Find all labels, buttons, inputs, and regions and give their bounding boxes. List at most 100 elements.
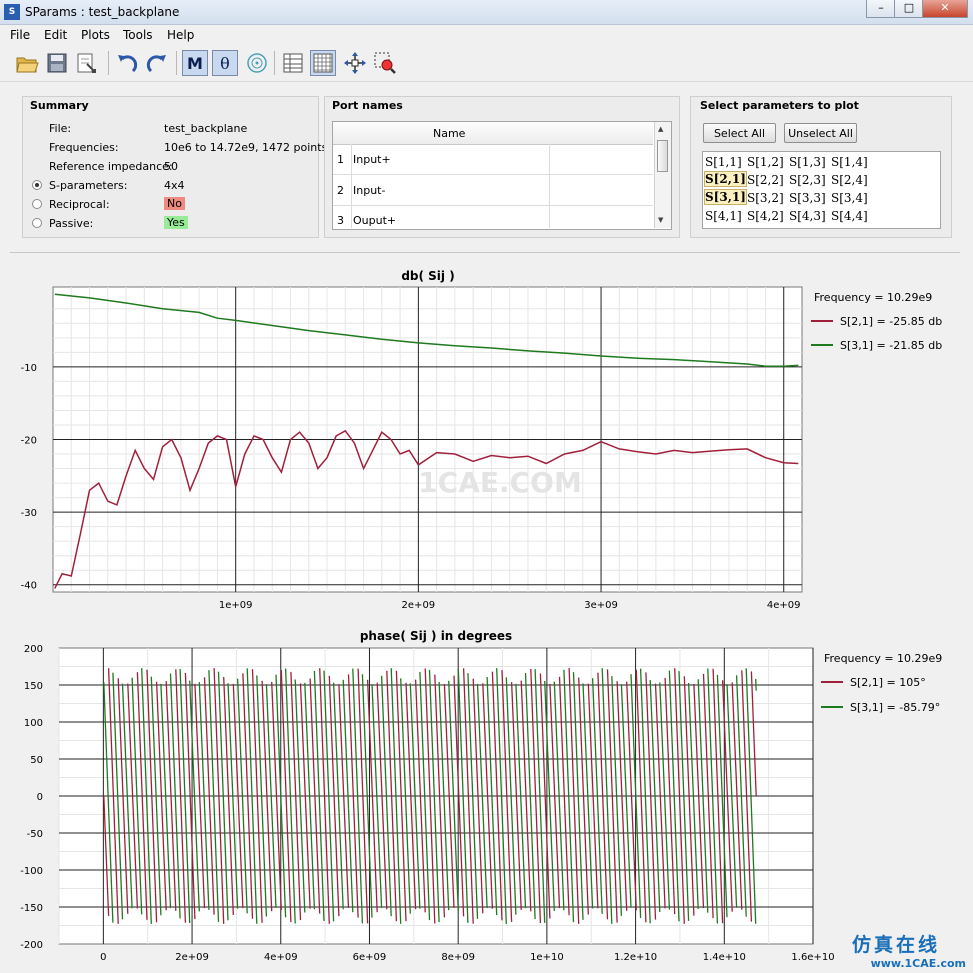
param-s34[interactable]: S[3,4] [831,191,868,205]
param-s11[interactable]: S[1,1] [705,155,742,169]
site-logo: 仿真在线 www.1CAE.com [852,930,970,970]
table-row[interactable]: 1 Input+ [333,144,653,175]
x-tick-label: 4e+09 [767,600,801,611]
minimize-button[interactable]: – [866,0,896,18]
param-s12[interactable]: S[1,2] [747,155,784,169]
watermark: 1CAE.COM [418,466,582,499]
reference-impedance-label: Reference impedance: [49,160,173,173]
y-tick-label: 200 [24,644,43,655]
open-icon[interactable] [14,50,40,76]
title-bar: S SParams : test_backplane – □ ✕ [0,0,973,25]
grid-icon[interactable] [310,50,336,76]
y-tick-label: 0 [37,792,43,803]
param-s44[interactable]: S[4,4] [831,209,868,223]
scroll-up-icon[interactable]: ▲ [658,125,664,133]
s21-legend-label: S[2,1] = -25.85 db [840,315,942,328]
name-column-header[interactable]: Name [433,127,466,140]
y-tick-label: -30 [21,508,37,519]
reference-impedance-value: 50 [164,160,178,173]
pan-icon[interactable] [342,50,368,76]
redo-icon[interactable] [144,50,170,76]
y-tick-label: -10 [21,363,37,374]
y-tick-label: -40 [21,581,37,592]
param-s33[interactable]: S[3,3] [789,191,826,205]
passive-label: Passive: [49,217,94,230]
save-icon[interactable] [44,50,70,76]
app-icon: S [4,4,20,20]
scroll-thumb[interactable] [657,140,668,172]
summary-group [22,96,319,238]
logo-text: 仿真在线 [852,934,941,956]
y-tick-label: -100 [20,866,43,877]
param-s21[interactable]: S[2,1] [704,171,747,187]
param-s42[interactable]: S[4,2] [747,209,784,223]
zoom-icon[interactable] [372,50,398,76]
x-tick-label: 1.2e+10 [614,952,657,963]
y-tick-label: -150 [20,903,43,914]
param-s13[interactable]: S[1,3] [789,155,826,169]
menu-tools[interactable]: Tools [123,28,153,42]
param-s31[interactable]: S[3,1] [704,189,747,205]
x-tick-label: 0 [100,952,106,963]
y-tick-label: -200 [20,940,43,951]
scroll-down-icon[interactable]: ▼ [658,216,664,224]
y-tick-label: 50 [30,755,43,766]
window-title: SParams : test_backplane [25,5,180,19]
close-button[interactable]: ✕ [922,0,968,18]
table-row[interactable]: 2 Input- [333,175,653,206]
table-header: Name [333,122,653,145]
param-s24[interactable]: S[2,4] [831,173,868,187]
export-icon[interactable] [74,50,100,76]
undo-icon[interactable] [114,50,140,76]
select-all-button[interactable]: Select All [703,123,776,143]
row-number: 1 [337,153,344,166]
passive-status-badge: Yes [164,216,188,229]
x-tick-label: 2e+09 [402,600,436,611]
s31-magnitude-line [54,293,799,367]
x-tick-label: 1.4e+10 [703,952,746,963]
port-name[interactable]: Ouput+ [353,214,397,227]
s21-phase-legend-label: S[2,1] = 105° [850,676,926,689]
s31-phase-line [103,668,757,924]
table-icon[interactable] [280,50,306,76]
menu-edit[interactable]: Edit [44,28,68,42]
param-s43[interactable]: S[4,3] [789,209,826,223]
menu-file[interactable]: File [10,28,31,42]
port-names-table: Name 1 Input+ 2 Input- 3 Ouput+ ▲ ▼ [332,121,672,230]
port-name[interactable]: Input- [353,184,386,197]
frequencies-label: Frequencies: [49,141,119,154]
maximize-button[interactable]: □ [894,0,924,18]
s31-phase-legend-label: S[3,1] = -85.79° [850,701,940,714]
param-s14[interactable]: S[1,4] [831,155,868,169]
x-tick-label: 2e+09 [175,952,209,963]
table-scrollbar[interactable]: ▲ ▼ [654,122,671,228]
menu-plots[interactable]: Plots [81,28,110,42]
menu-help[interactable]: Help [167,28,195,42]
param-s41[interactable]: S[4,1] [705,209,742,223]
panel-divider [10,252,960,253]
x-tick-label: 6e+09 [353,952,387,963]
magnitude-chart[interactable]: db( Sij ) 1e+09 2e+09 3e+09 4e+09 -10 -20 -30 -… [0,262,973,617]
smith-chart-icon[interactable] [244,50,270,76]
menu-bar: File Edit Plots Tools Help [0,25,973,45]
magnitude-icon[interactable]: M [182,50,208,76]
x-tick-label: 3e+09 [584,600,618,611]
phase-icon[interactable]: θ [212,50,238,76]
param-s32[interactable]: S[3,2] [747,191,784,205]
param-s22[interactable]: S[2,2] [747,173,784,187]
port-name[interactable]: Input+ [353,153,391,166]
sparameters-radio[interactable] [32,180,42,190]
file-label: File: [49,122,72,135]
param-s23[interactable]: S[2,3] [789,173,826,187]
reciprocal-radio[interactable] [32,199,42,209]
unselect-all-button[interactable]: Unselect All [784,123,857,143]
phase-chart[interactable]: phase( Sij ) in degrees 0 2e+09 4e+09 6e+09… [0,626,973,973]
magnitude-chart-title: db( Sij ) [401,269,454,283]
parameter-grid: S[1,1] S[1,2] S[1,3] S[1,4] S[2,1] S[2,2… [702,151,941,229]
y-tick-label: 100 [24,718,43,729]
s21-phase-line [103,668,757,924]
table-row[interactable]: 3 Ouput+ [333,206,653,228]
passive-radio[interactable] [32,218,42,228]
sparameters-label: S-parameters: [49,179,128,192]
y-tick-label: 150 [24,681,43,692]
